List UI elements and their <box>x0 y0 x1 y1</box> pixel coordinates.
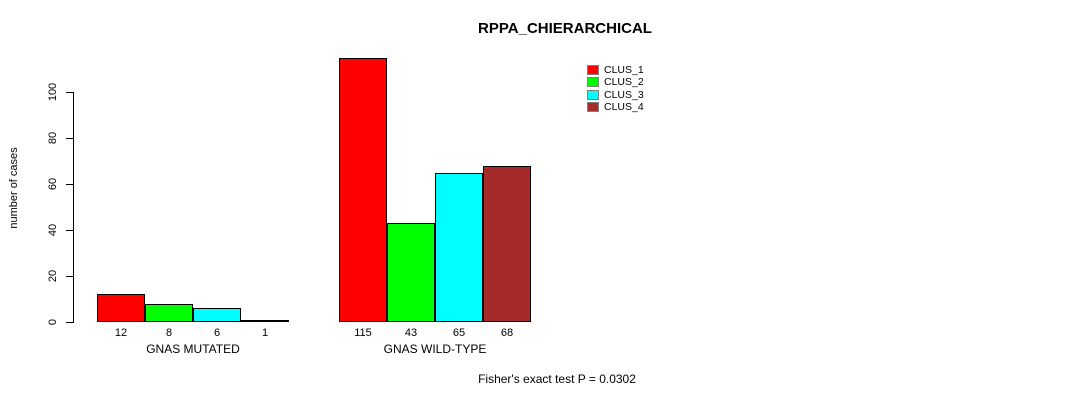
y-tick-label: 0 <box>47 318 59 326</box>
chart-title: RPPA_CHIERARCHICAL <box>478 20 652 37</box>
fisher-test-annotation: Fisher's exact test P = 0.0302 <box>478 372 636 386</box>
legend-item: CLUS_4 <box>587 101 644 113</box>
bar-value-label: 43 <box>404 327 418 339</box>
y-tick <box>66 322 73 323</box>
bar-value-label: 65 <box>452 327 466 339</box>
bar <box>241 319 289 322</box>
y-tick <box>66 276 73 277</box>
y-tick <box>66 92 73 93</box>
bar <box>145 303 193 322</box>
y-tick-label: 100 <box>47 82 59 102</box>
legend-swatch-icon <box>587 89 599 100</box>
legend-item: CLUS_3 <box>587 89 644 101</box>
group-label: GNAS MUTATED <box>146 342 240 356</box>
y-axis-label: number of cases <box>8 147 20 229</box>
y-tick-label: 60 <box>47 177 59 191</box>
bar <box>97 294 145 322</box>
legend-item: CLUS_2 <box>587 76 644 88</box>
y-axis-line <box>73 92 74 323</box>
bar <box>435 172 483 322</box>
bar <box>483 165 531 322</box>
y-tick-label: 20 <box>47 269 59 283</box>
legend-swatch-icon <box>587 77 599 88</box>
bar-value-label: 6 <box>213 327 221 339</box>
legend-label: CLUS_3 <box>604 88 644 101</box>
y-tick-label: 80 <box>47 131 59 145</box>
group-label: GNAS WILD-TYPE <box>383 342 487 356</box>
y-tick <box>66 184 73 185</box>
bar <box>193 308 241 322</box>
legend-swatch-icon <box>587 65 599 76</box>
bar-value-label: 8 <box>165 327 173 339</box>
y-tick <box>66 230 73 231</box>
bar-value-label: 1 <box>261 327 269 339</box>
y-tick-label: 40 <box>47 223 59 237</box>
legend-label: CLUS_4 <box>604 101 644 114</box>
legend-item: CLUS_1 <box>587 64 644 76</box>
legend-label: CLUS_2 <box>604 76 644 89</box>
y-tick <box>66 138 73 139</box>
legend-label: CLUS_1 <box>604 64 644 77</box>
bar <box>339 57 387 322</box>
bar-value-label: 12 <box>114 327 128 339</box>
legend: CLUS_1 CLUS_2 CLUS_3 CLUS_4 <box>587 64 644 113</box>
bar <box>387 223 435 322</box>
bar-value-label: 68 <box>500 327 514 339</box>
bar-value-label: 115 <box>354 327 372 339</box>
legend-swatch-icon <box>587 102 599 113</box>
